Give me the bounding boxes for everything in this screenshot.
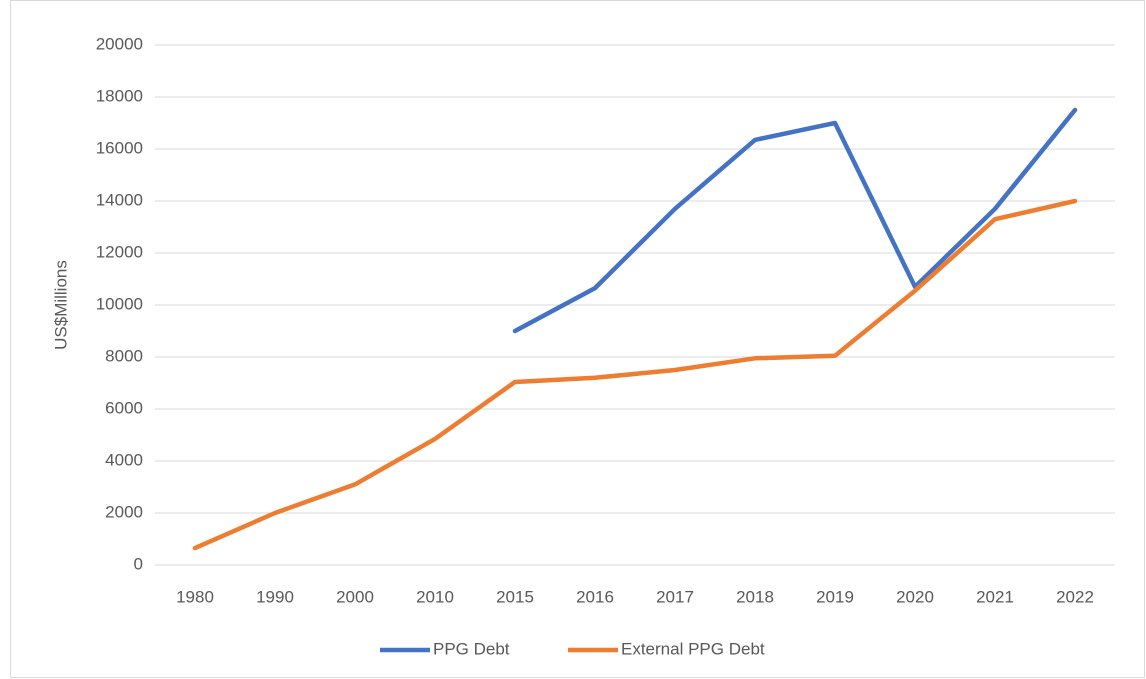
x-tick-label: 2017	[656, 587, 694, 606]
legend-label: External PPG Debt	[621, 639, 765, 658]
x-tick-label: 2022	[1056, 587, 1094, 606]
x-tick-label: 2019	[816, 587, 854, 606]
x-tick-label: 1980	[176, 587, 214, 606]
x-tick-label: 2016	[576, 587, 614, 606]
y-axis-label: US$Millions	[51, 260, 70, 350]
x-tick-label: 2015	[496, 587, 534, 606]
y-tick-label: 8000	[105, 346, 143, 365]
x-tick-label: 2000	[336, 587, 374, 606]
y-tick-label: 4000	[105, 450, 143, 469]
y-tick-label: 20000	[96, 34, 143, 53]
line-series	[192, 198, 1078, 551]
y-tick-label: 18000	[96, 86, 143, 105]
legend-label: PPG Debt	[433, 639, 510, 658]
line-series	[512, 107, 1078, 334]
y-tick-label: 16000	[96, 138, 143, 157]
chart-border	[10, 0, 1145, 678]
x-tick-label: 2010	[416, 587, 454, 606]
x-tick-label: 2020	[896, 587, 934, 606]
x-tick-label: 2018	[736, 587, 774, 606]
y-tick-label: 10000	[96, 294, 143, 313]
x-tick-label: 1990	[256, 587, 294, 606]
y-tick-label: 0	[134, 554, 143, 573]
y-tick-label: 12000	[96, 242, 143, 261]
y-tick-label: 6000	[105, 398, 143, 417]
y-tick-label: 14000	[96, 190, 143, 209]
y-tick-label: 2000	[105, 502, 143, 521]
x-tick-label: 2021	[976, 587, 1014, 606]
